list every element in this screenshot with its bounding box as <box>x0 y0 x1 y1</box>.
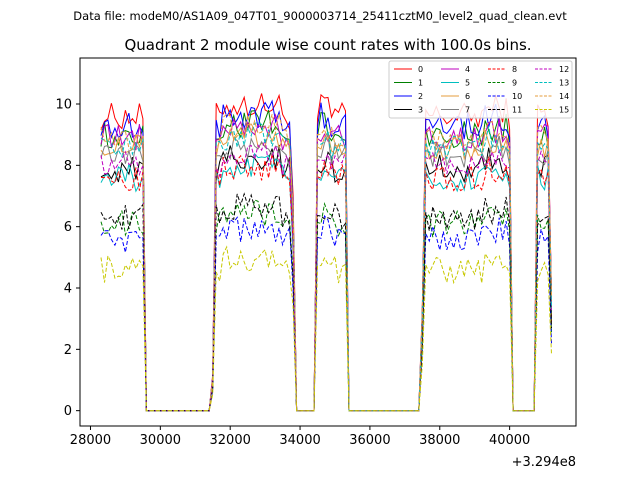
legend-label-15: 15 <box>559 106 569 115</box>
legend-label-14: 14 <box>559 92 569 101</box>
legend-label-7: 7 <box>465 106 470 115</box>
y-tick-label: 4 <box>64 282 72 297</box>
legend-label-2: 2 <box>418 92 423 101</box>
legend-label-6: 6 <box>465 92 470 101</box>
legend-label-13: 13 <box>559 79 569 88</box>
series-line-9 <box>100 199 552 412</box>
series-line-3 <box>100 144 552 412</box>
y-tick-label: 0 <box>64 404 72 419</box>
x-tick-label: 28000 <box>70 433 111 448</box>
axis-ticks: 28000 30000 32000 34000 36000 38000 40000 0 2 4 6 8… <box>55 98 530 449</box>
legend-box <box>388 60 573 119</box>
series-line-10 <box>100 214 552 412</box>
series-line-2 <box>100 99 552 412</box>
legend-label-3: 3 <box>418 106 423 115</box>
x-tick-label: 32000 <box>210 433 251 448</box>
series-line-15 <box>100 245 552 412</box>
series-line-11 <box>100 192 552 412</box>
series-layer <box>100 93 552 412</box>
legend-label-11: 11 <box>512 106 522 115</box>
legend-label-8: 8 <box>512 65 517 74</box>
legend-label-10: 10 <box>512 92 522 101</box>
legend-label-1: 1 <box>418 79 423 88</box>
y-tick-label: 2 <box>64 343 72 358</box>
legend-label-12: 12 <box>559 65 569 74</box>
x-tick-label: 38000 <box>419 433 460 448</box>
x-offset-label: +3.294e8 <box>512 455 576 470</box>
y-tick-label: 10 <box>55 98 72 113</box>
chart-title: Quadrant 2 module wise count rates with … <box>124 36 531 54</box>
y-tick-label: 8 <box>64 159 72 174</box>
legend-label-9: 9 <box>512 79 517 88</box>
legend-label-5: 5 <box>465 79 470 88</box>
legend-label-0: 0 <box>418 65 423 74</box>
x-tick-label: 34000 <box>279 433 320 448</box>
suptitle: Data file: modeM0/AS1A09_047T01_90000037… <box>73 9 567 23</box>
x-tick-label: 30000 <box>140 433 181 448</box>
series-line-8 <box>100 153 552 412</box>
series-line-7 <box>100 134 552 412</box>
y-tick-label: 6 <box>64 220 72 235</box>
x-tick-label: 40000 <box>489 433 530 448</box>
legend-label-4: 4 <box>465 65 470 74</box>
series-line-5 <box>100 152 552 412</box>
x-tick-label: 36000 <box>349 433 390 448</box>
plot-area-frame <box>79 57 577 427</box>
